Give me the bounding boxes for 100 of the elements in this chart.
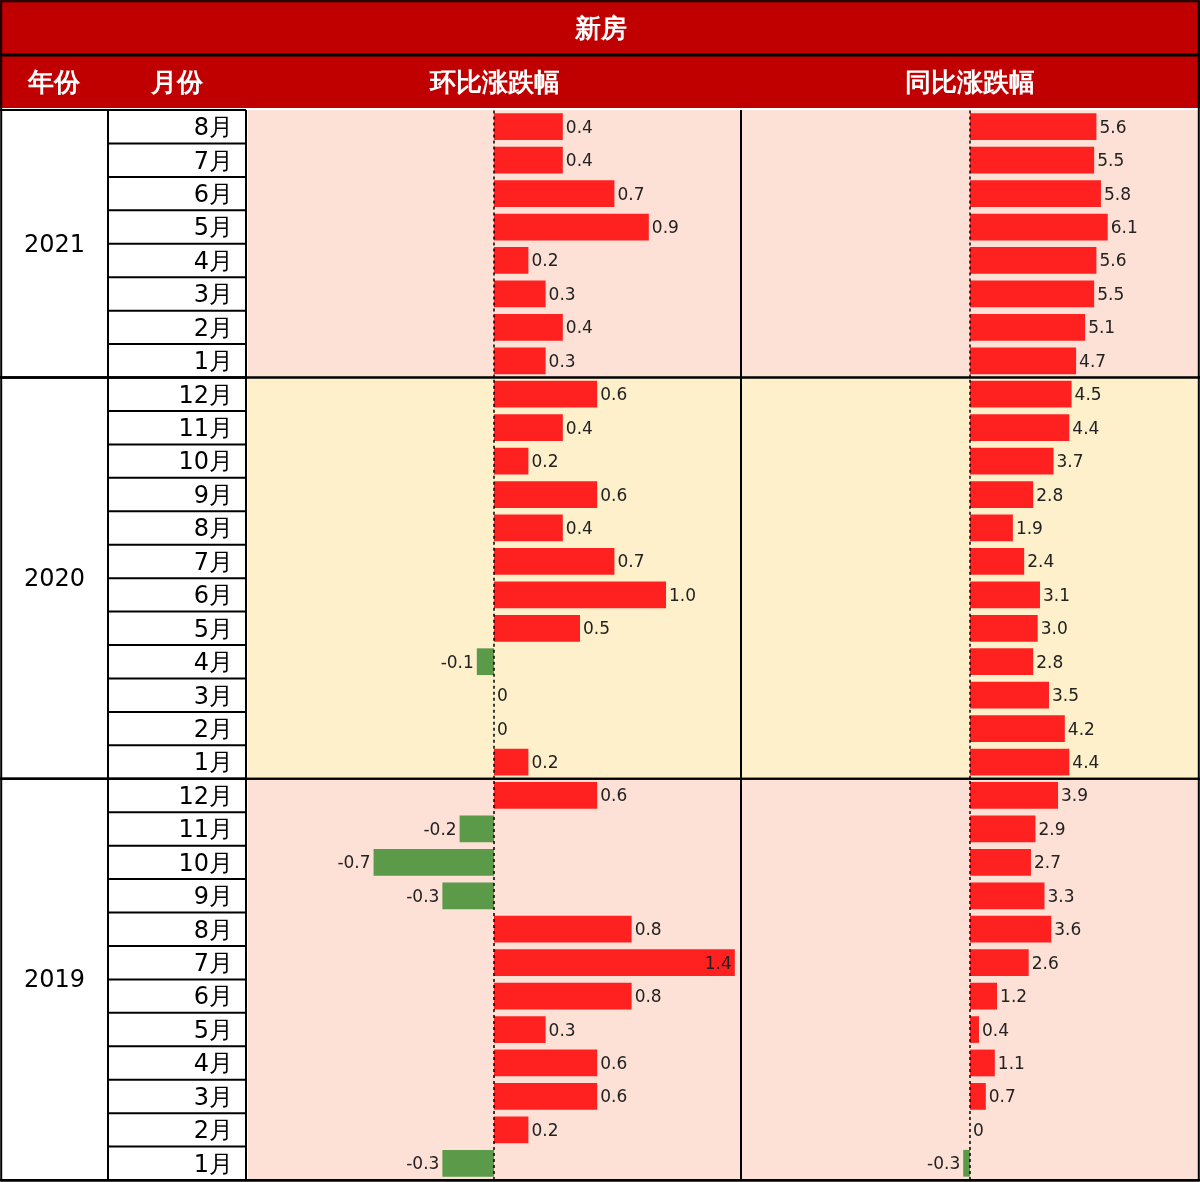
bar (494, 782, 598, 809)
data-label: 3.7 (1056, 451, 1084, 472)
bar (970, 982, 998, 1010)
y-axis-title: 2021 (24, 230, 86, 258)
data-label: 4.2 (1067, 718, 1095, 739)
data-label: 1.2 (1000, 986, 1028, 1007)
bar (970, 815, 1036, 843)
bar (494, 1016, 546, 1043)
y-tick-label: 2月 (193, 714, 233, 743)
data-label: 0.2 (531, 451, 559, 472)
bar (970, 447, 1054, 475)
bar (494, 313, 563, 341)
bar (970, 280, 1095, 308)
bar (970, 146, 1095, 174)
y-tick-label: 4月 (193, 648, 233, 677)
y-tick-label: 10月 (178, 848, 233, 877)
bar (970, 614, 1038, 642)
data-label: 0.7 (617, 183, 645, 204)
y-tick-label: 2月 (193, 313, 233, 342)
data-label: 0.4 (565, 317, 593, 338)
y-axis-title: 2020 (24, 564, 86, 592)
bar (970, 748, 1070, 776)
data-label: 1.1 (997, 1052, 1025, 1073)
bar (970, 347, 1077, 375)
data-label: 3.6 (1054, 919, 1082, 940)
data-label: 0.8 (634, 919, 662, 940)
bar (494, 247, 529, 274)
bar (970, 648, 1034, 676)
y-tick-label: 4月 (193, 246, 233, 275)
data-label: 1.9 (1015, 517, 1043, 538)
bar (970, 213, 1108, 241)
text: 年份 (27, 67, 81, 97)
y-tick-label: 2月 (193, 1116, 233, 1145)
data-label: 0.2 (531, 250, 559, 271)
bar (970, 113, 1097, 141)
data-label: 0.4 (982, 1019, 1010, 1040)
y-tick-label: 6月 (193, 179, 233, 208)
y-tick-label: 7月 (193, 146, 233, 175)
y-tick-label: 5月 (193, 614, 233, 643)
bar (970, 949, 1029, 977)
y-tick-label: 5月 (193, 213, 233, 242)
bar (494, 481, 598, 508)
y-axis-title: 2019 (24, 965, 86, 993)
y-tick-label: 12月 (178, 781, 233, 810)
data-label: 3.3 (1047, 885, 1075, 906)
bar (970, 313, 1086, 341)
data-label: -0.3 (406, 885, 440, 906)
data-label: 4.5 (1074, 384, 1102, 405)
data-label: 0 (497, 718, 508, 739)
data-label: -0.3 (406, 1153, 440, 1174)
y-tick-label: 8月 (193, 915, 233, 944)
bar (970, 715, 1065, 742)
y-tick-label: 1月 (193, 347, 233, 376)
bar (494, 1049, 598, 1077)
bar (494, 548, 615, 575)
data-label: 2.6 (1031, 952, 1059, 973)
y-tick-label: 5月 (193, 1015, 233, 1044)
data-label: 4.7 (1079, 350, 1107, 371)
data-label: 0.8 (634, 986, 662, 1007)
data-label: 0.4 (565, 417, 593, 438)
bar (442, 1149, 494, 1177)
y-tick-label: 1月 (193, 748, 233, 777)
data-label: 0.6 (600, 1086, 628, 1107)
bar (970, 681, 1050, 709)
bar (459, 815, 494, 843)
y-tick-label: 12月 (178, 380, 233, 409)
data-label: 0.4 (565, 116, 593, 137)
bar (970, 848, 1031, 876)
y-tick-label: 7月 (193, 547, 233, 576)
data-label: 1.0 (669, 584, 697, 605)
y-tick-label: 1月 (193, 1149, 233, 1178)
bar (494, 146, 563, 174)
chart-title: 同比涨跌幅 (905, 67, 1035, 97)
bar (494, 949, 735, 977)
data-label: 0.6 (600, 484, 628, 505)
bar (970, 414, 1070, 442)
y-tick-label: 8月 (193, 514, 233, 543)
bar (494, 581, 667, 609)
data-label: 3.9 (1061, 785, 1089, 806)
bar (494, 380, 598, 408)
data-label: 2.8 (1036, 651, 1064, 672)
bar (970, 481, 1034, 508)
bar (494, 1116, 529, 1144)
y-tick-label: 9月 (193, 480, 233, 509)
data-label: 0.7 (617, 551, 645, 572)
data-label: 0 (973, 1119, 984, 1140)
data-label: 3.5 (1052, 685, 1080, 706)
bar (970, 915, 1052, 943)
bar (494, 447, 529, 475)
bar (970, 782, 1059, 809)
bar (970, 380, 1072, 408)
data-label: 5.5 (1097, 150, 1125, 171)
data-label: -0.7 (337, 852, 371, 873)
y-tick-label: 9月 (193, 882, 233, 911)
bar (494, 748, 529, 776)
y-tick-label: 11月 (178, 414, 233, 443)
text: 新房 (574, 13, 627, 43)
bar (970, 180, 1101, 207)
data-label: 0.2 (531, 1119, 559, 1140)
y-tick-label: 8月 (193, 113, 233, 142)
